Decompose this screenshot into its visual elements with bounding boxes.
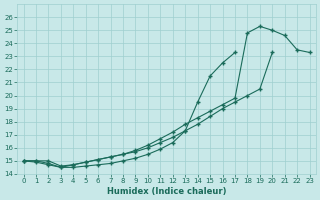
X-axis label: Humidex (Indice chaleur): Humidex (Indice chaleur) [107, 187, 226, 196]
